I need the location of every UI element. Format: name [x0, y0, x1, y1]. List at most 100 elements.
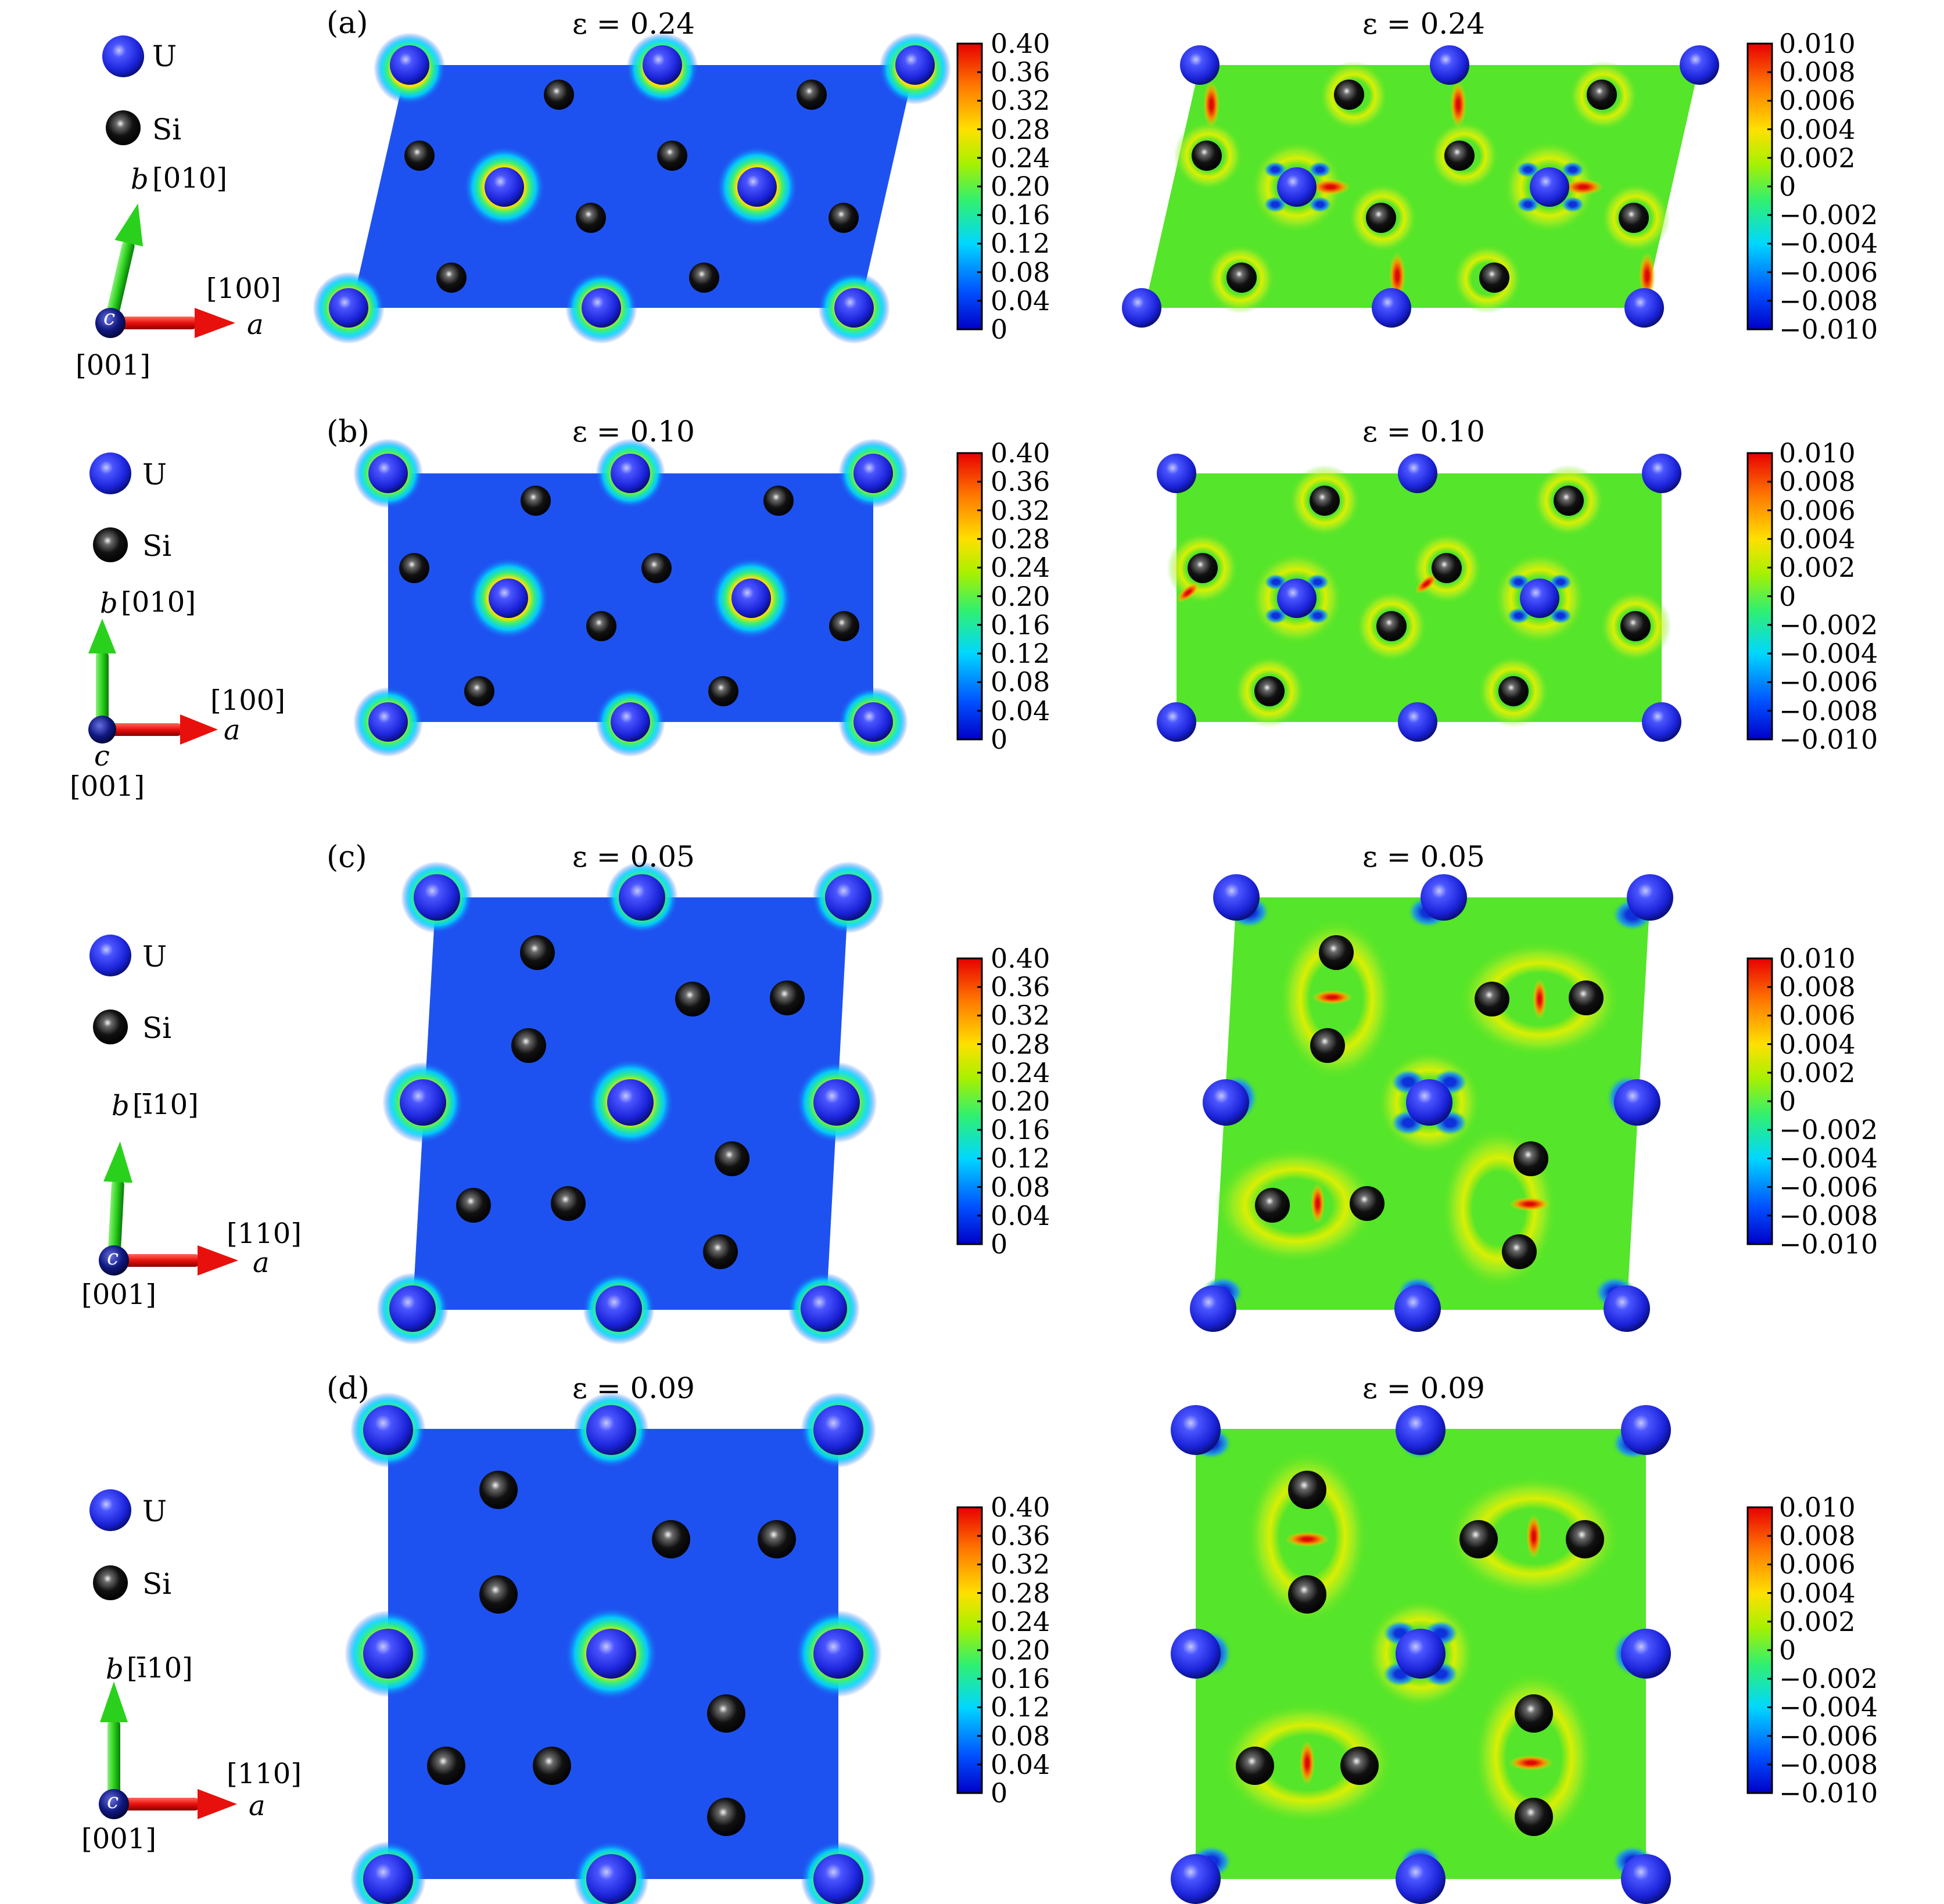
axis-c-direction: [001] [70, 770, 145, 803]
strain-label-right-a: ε = 0.24 [1362, 7, 1485, 41]
colorbar-tick-label: 0.36 [991, 56, 1050, 88]
axis-a-label: a [224, 714, 241, 746]
u-atom [1621, 1629, 1671, 1679]
colorbar-tick-label: −0.004 [1779, 1691, 1878, 1723]
axis-c-label: c [94, 740, 110, 773]
u-atom [363, 1629, 413, 1679]
u-atom [368, 454, 408, 493]
si-atom [652, 1520, 690, 1558]
u-atom [582, 288, 621, 328]
axis-b-arrow [96, 651, 109, 730]
si-atom [1498, 676, 1529, 706]
axis-b-direction: [010] [121, 586, 196, 619]
colorbar-tick-label: −0.006 [1779, 256, 1878, 288]
u-atom [834, 288, 874, 328]
u-atom [390, 45, 429, 85]
axis-b-arrow [105, 240, 135, 324]
colorbar-tick-label: 0.40 [991, 943, 1050, 974]
si-atom [1310, 486, 1340, 516]
colorbar-tick-label: 0.24 [991, 1605, 1050, 1637]
colorbar-tick-label: 0.04 [991, 1748, 1050, 1780]
si-atom [1502, 1234, 1537, 1269]
u-atom [1180, 45, 1220, 85]
u-atom [1190, 1285, 1236, 1332]
si-atom [1334, 80, 1364, 110]
axis-c-direction: [001] [76, 349, 151, 382]
colorbar-tick-label: 0.010 [1779, 1492, 1856, 1523]
u-atom [1394, 1285, 1441, 1332]
si-atom [1515, 1694, 1553, 1733]
legend-u-atom [89, 452, 131, 494]
si-atom [1350, 1186, 1385, 1221]
colorbar-tick-label: 0.08 [991, 1720, 1050, 1752]
colorbar-tick-label: −0.010 [1779, 1777, 1878, 1809]
si-atom [715, 1141, 749, 1176]
si-atom [544, 80, 574, 110]
colorbar-tick-label: 0.002 [1779, 1057, 1856, 1088]
axis-a-direction: [100] [210, 684, 286, 717]
strain-label-right-c: ε = 0.05 [1362, 840, 1485, 874]
u-atom [813, 1854, 863, 1904]
colorbar-tick-label: −0.006 [1779, 666, 1878, 698]
colorbar-tick-label: 0.32 [991, 85, 1050, 117]
strain-label-right-b: ε = 0.10 [1362, 415, 1485, 448]
si-atom [689, 263, 719, 293]
colorbar-tick-label: 0.32 [991, 1549, 1050, 1580]
colorbar-tick-label: −0.006 [1779, 1720, 1878, 1752]
u-atom [1203, 1079, 1249, 1126]
axis-a-arrow [116, 1254, 200, 1267]
si-atom [641, 553, 672, 583]
u-atom [731, 579, 771, 618]
colorbar-tick-label: 0.20 [991, 171, 1050, 202]
colorbar-tick-label: −0.002 [1779, 1114, 1878, 1146]
si-atom [521, 486, 551, 516]
si-atom [1254, 676, 1285, 706]
legend-si-atom [93, 527, 128, 562]
legend-si-atom [93, 1565, 128, 1600]
colorbar-tick-label: 0.004 [1779, 1577, 1856, 1609]
colorbar-tick-label: 0 [1779, 1086, 1796, 1117]
si-atom [1310, 1028, 1345, 1063]
si-atom [456, 1188, 491, 1223]
colorbar-tick-label: 0.12 [991, 228, 1050, 260]
colorbar-tick-label: 0.40 [991, 437, 1050, 469]
u-atom [853, 454, 893, 493]
u-atom [1372, 288, 1411, 328]
difference-features-d [1190, 1427, 1654, 1878]
u-atom [1621, 1854, 1671, 1904]
colorbar-tick-label: 0.16 [991, 1114, 1050, 1146]
colorbar-tick-label: −0.010 [1779, 724, 1878, 755]
colorbar-tick-label: 0.20 [991, 1634, 1050, 1666]
u-atom [1157, 702, 1196, 742]
colorbar-tick-label: 0.008 [1779, 56, 1856, 88]
colorbar-tick-label: 0.16 [991, 609, 1050, 641]
u-atom [1122, 288, 1161, 328]
legend-si-label: Si [142, 1567, 172, 1601]
u-atom [586, 1405, 636, 1455]
colorbar-tick-label: 0.08 [991, 1171, 1050, 1203]
colorbar-tick-label: −0.002 [1779, 609, 1878, 641]
axis-b-direction: [ī10] [132, 1088, 199, 1121]
colorbar-tick-label: 0.006 [1779, 85, 1856, 117]
colorbar-tick-label: −0.002 [1779, 199, 1878, 231]
legend-si-label: Si [142, 1011, 172, 1045]
u-atom [1396, 1405, 1446, 1455]
u-atom [1520, 579, 1559, 618]
colorbar-tick-label: −0.002 [1779, 1663, 1878, 1695]
colorbar-tick-label: 0.004 [1779, 1028, 1856, 1060]
strain-label-left-b: ε = 0.10 [572, 415, 695, 448]
strain-label-left-a: ε = 0.24 [572, 7, 695, 41]
u-atom [1680, 45, 1719, 85]
legend-si-atom [93, 1010, 128, 1044]
colorbar-tick-label: 0 [1779, 171, 1796, 202]
legend-b [89, 452, 131, 562]
u-atom [586, 1629, 636, 1679]
u-atom [1627, 874, 1673, 921]
si-atom [1340, 1747, 1379, 1785]
colorbar-tick-label: 0 [1779, 580, 1796, 612]
si-atom [1566, 1520, 1604, 1558]
si-atom [1554, 486, 1584, 516]
u-atom [611, 454, 650, 493]
u-atom [1624, 288, 1664, 328]
